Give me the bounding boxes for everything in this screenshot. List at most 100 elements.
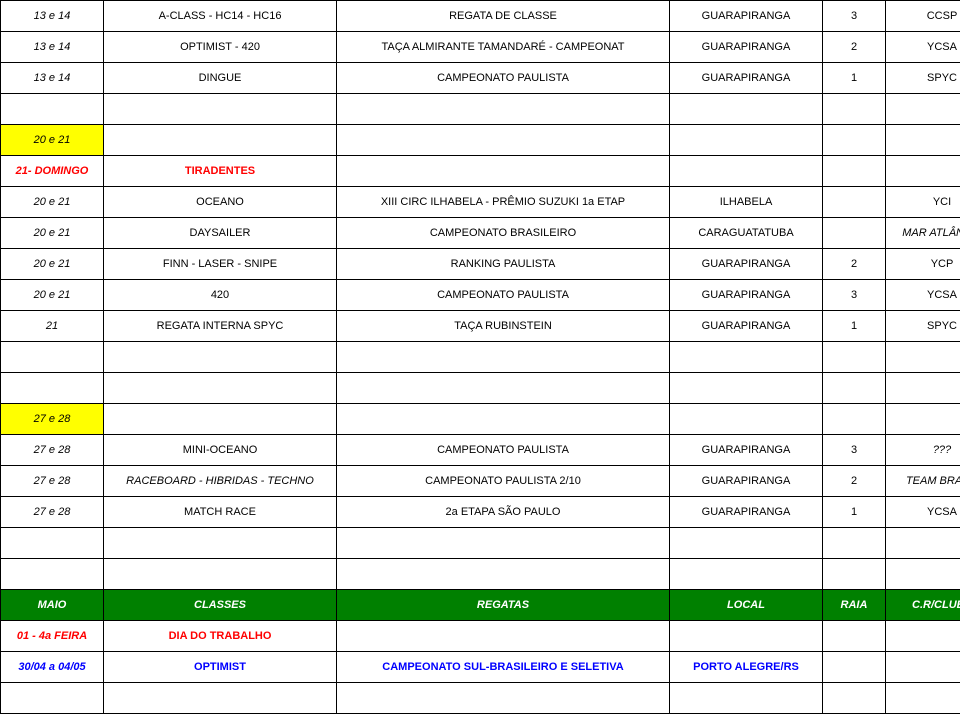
table-cell	[886, 342, 960, 373]
table-cell: ???	[886, 435, 960, 466]
table-cell	[104, 683, 337, 714]
table-cell: GUARAPIRANGA	[670, 32, 823, 63]
table-cell	[670, 125, 823, 156]
table-cell	[670, 373, 823, 404]
table-cell	[886, 559, 960, 590]
table-cell: 21- DOMINGO	[1, 156, 104, 187]
table-cell	[886, 683, 960, 714]
table-cell: YCP	[886, 249, 960, 280]
table-row: 30/04 a 04/05OPTIMISTCAMPEONATO SUL-BRAS…	[1, 652, 960, 683]
table-cell	[104, 94, 337, 125]
table-cell: 20 e 21	[1, 187, 104, 218]
table-cell: RANKING PAULISTA	[337, 249, 670, 280]
table-cell: YCSA	[886, 32, 960, 63]
table-cell: 20 e 21	[1, 280, 104, 311]
schedule-table: 13 e 14A-CLASS - HC14 - HC16REGATA DE CL…	[0, 0, 960, 714]
table-cell: 1	[823, 63, 886, 94]
table-cell	[823, 187, 886, 218]
table-cell: 3	[823, 280, 886, 311]
table-cell: DINGUE	[104, 63, 337, 94]
table-cell	[670, 559, 823, 590]
table-cell: SPYC	[886, 63, 960, 94]
table-cell	[337, 373, 670, 404]
table-cell: CAMPEONATO PAULISTA	[337, 435, 670, 466]
table-cell: GUARAPIRANGA	[670, 497, 823, 528]
table-cell: 13 e 14	[1, 1, 104, 32]
table-cell: OCEANO	[104, 187, 337, 218]
table-cell	[337, 528, 670, 559]
table-cell	[337, 94, 670, 125]
table-cell	[104, 373, 337, 404]
table-cell: TAÇA RUBINSTEIN	[337, 311, 670, 342]
table-cell: 27 e 28	[1, 466, 104, 497]
table-cell	[823, 125, 886, 156]
table-cell: 30/04 a 04/05	[1, 652, 104, 683]
table-cell	[1, 559, 104, 590]
table-row: 20 e 21420CAMPEONATO PAULISTAGUARAPIRANG…	[1, 280, 960, 311]
table-cell	[1, 373, 104, 404]
table-cell	[337, 559, 670, 590]
table-cell: 13 e 14	[1, 32, 104, 63]
table-cell: ILHABELA	[670, 187, 823, 218]
table-cell	[886, 528, 960, 559]
table-cell	[104, 342, 337, 373]
table-cell: 20 e 21	[1, 218, 104, 249]
table-cell	[823, 528, 886, 559]
table-cell	[823, 342, 886, 373]
table-cell: 21	[1, 311, 104, 342]
table-cell	[823, 621, 886, 652]
table-row: 13 e 14DINGUECAMPEONATO PAULISTAGUARAPIR…	[1, 63, 960, 94]
table-cell: 27 e 28	[1, 497, 104, 528]
table-cell	[823, 404, 886, 435]
table-cell	[670, 683, 823, 714]
table-row: 27 e 28RACEBOARD - HIBRIDAS - TECHNOCAMP…	[1, 466, 960, 497]
table-cell: 3	[823, 435, 886, 466]
table-cell: 2	[823, 32, 886, 63]
table-cell: YCSA	[886, 497, 960, 528]
table-cell: MAIO	[1, 590, 104, 621]
table-cell	[886, 621, 960, 652]
table-cell	[337, 404, 670, 435]
table-cell	[1, 683, 104, 714]
table-row	[1, 342, 960, 373]
table-cell: RAIA	[823, 590, 886, 621]
table-cell	[104, 404, 337, 435]
table-cell	[886, 652, 960, 683]
table-cell	[670, 621, 823, 652]
table-cell: A-CLASS - HC14 - HC16	[104, 1, 337, 32]
table-row: 13 e 14OPTIMIST - 420TAÇA ALMIRANTE TAMA…	[1, 32, 960, 63]
table-row	[1, 528, 960, 559]
table-cell: LOCAL	[670, 590, 823, 621]
table-row: 20 e 21	[1, 125, 960, 156]
table-cell: GUARAPIRANGA	[670, 280, 823, 311]
table-cell: GUARAPIRANGA	[670, 1, 823, 32]
table-cell: YCI	[886, 187, 960, 218]
table-cell	[886, 404, 960, 435]
table-cell: SPYC	[886, 311, 960, 342]
table-cell: MINI-OCEANO	[104, 435, 337, 466]
table-cell: CAMPEONATO SUL-BRASILEIRO E SELETIVA	[337, 652, 670, 683]
table-cell: GUARAPIRANGA	[670, 311, 823, 342]
table-cell	[1, 528, 104, 559]
table-row: 21- DOMINGOTIRADENTES	[1, 156, 960, 187]
table-row: 20 e 21FINN - LASER - SNIPERANKING PAULI…	[1, 249, 960, 280]
table-cell: CAMPEONATO PAULISTA	[337, 63, 670, 94]
table-row: 27 e 28	[1, 404, 960, 435]
table-cell	[1, 94, 104, 125]
table-cell: GUARAPIRANGA	[670, 435, 823, 466]
table-row: 21REGATA INTERNA SPYCTAÇA RUBINSTEINGUAR…	[1, 311, 960, 342]
table-cell: 20 e 21	[1, 125, 104, 156]
table-row	[1, 559, 960, 590]
table-row: 20 e 21OCEANOXIII CIRC ILHABELA - PRÊMIO…	[1, 187, 960, 218]
table-row	[1, 94, 960, 125]
table-cell	[823, 683, 886, 714]
table-row: 27 e 28MINI-OCEANOCAMPEONATO PAULISTAGUA…	[1, 435, 960, 466]
table-cell: 13 e 14	[1, 63, 104, 94]
table-cell: 27 e 28	[1, 435, 104, 466]
table-row	[1, 373, 960, 404]
table-cell: CCSP	[886, 1, 960, 32]
table-cell: CAMPEONATO BRASILEIRO	[337, 218, 670, 249]
table-cell	[823, 652, 886, 683]
table-cell	[337, 621, 670, 652]
table-cell: REGATA INTERNA SPYC	[104, 311, 337, 342]
